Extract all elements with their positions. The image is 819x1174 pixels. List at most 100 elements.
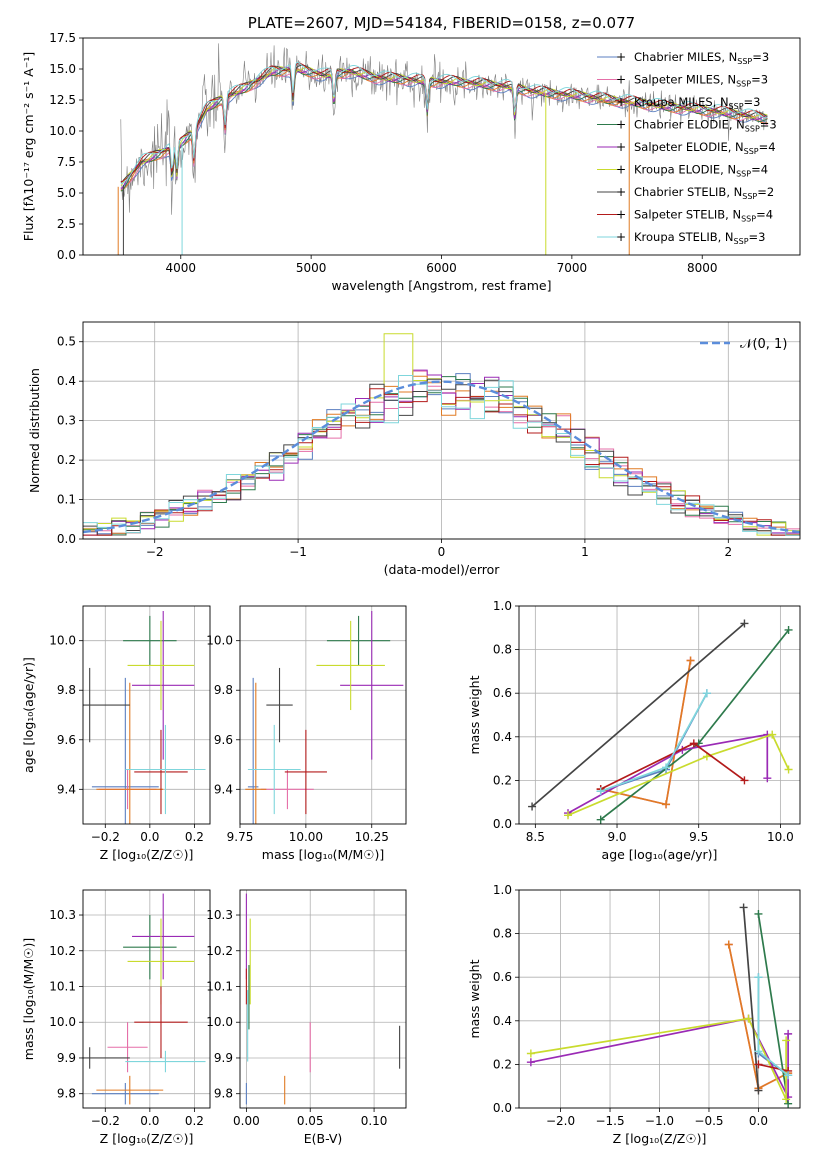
x-tick-label: 0.2 bbox=[185, 1114, 204, 1128]
x-tick-label: 0.0 bbox=[749, 1114, 768, 1128]
x-tick-label: 6000 bbox=[426, 261, 457, 275]
weight-marker bbox=[740, 776, 749, 785]
age_vs_Z-frame bbox=[82, 605, 211, 825]
x-tick-label: 8000 bbox=[687, 261, 718, 275]
x-axis-label: age [log₁₀(age/yr)] bbox=[602, 847, 718, 862]
weight-marker bbox=[784, 1029, 793, 1038]
x-axis-label: Z [log₁₀(Z/Z☉)] bbox=[100, 847, 194, 862]
y-tick-label: 0.3 bbox=[57, 414, 76, 428]
legend-label: Chabrier MILES, N bbox=[634, 50, 737, 64]
spectrum-traces bbox=[117, 43, 768, 255]
errorbars-mass_vs_Z bbox=[83, 893, 206, 1105]
weight-marker bbox=[724, 940, 733, 949]
histogram-step bbox=[83, 375, 800, 536]
legend-entry: Chabrier ELODIE, NSSP=3 bbox=[634, 118, 777, 134]
legend-entry: Salpeter ELODIE, NSSP=4 bbox=[634, 140, 776, 156]
x-tick-label: 10.00 bbox=[289, 830, 323, 844]
y-tick-label: 0.6 bbox=[493, 970, 512, 984]
x-tick-label: 0.0 bbox=[140, 1114, 159, 1128]
legend-marker: + bbox=[616, 208, 626, 222]
weight-line bbox=[530, 1017, 789, 1098]
y-tick-label: 7.5 bbox=[57, 155, 76, 169]
age_vs_mass-frame bbox=[239, 605, 407, 825]
y-tick-label: 2.5 bbox=[57, 217, 76, 231]
y-axis-label: Flux [fλ10⁻¹⁷ erg cm⁻² s⁻¹ A⁻¹] bbox=[21, 52, 36, 241]
legend-subscript: SSP bbox=[736, 80, 751, 89]
y-axis-label: mass weight bbox=[467, 675, 482, 754]
legend-count: =4 bbox=[751, 163, 768, 177]
weight-marker bbox=[596, 787, 605, 796]
legend-label: Kroupa ELODIE, N bbox=[634, 163, 736, 177]
legend-subscript: SSP bbox=[741, 215, 756, 224]
x-tick-label: 0.00 bbox=[233, 1114, 260, 1128]
x-axis-label: Z [log₁₀(Z/Z☉)] bbox=[613, 1131, 707, 1146]
y-tick-label: 0.6 bbox=[493, 686, 512, 700]
y-tick-label: 10.1 bbox=[49, 979, 76, 993]
weight-marker bbox=[526, 1049, 535, 1058]
errorbars-age_vs_mass bbox=[245, 610, 404, 824]
x-axis-label: mass [log₁₀(M/M☉)] bbox=[262, 847, 384, 862]
x-tick-label: 2 bbox=[724, 545, 732, 559]
weight-marker bbox=[784, 625, 793, 634]
legend-marker: + bbox=[616, 163, 626, 177]
x-tick-label: 9.75 bbox=[227, 830, 254, 844]
y-tick-label: 9.6 bbox=[57, 733, 76, 747]
weight-marker bbox=[754, 909, 763, 918]
legend-count: =3 bbox=[760, 118, 777, 132]
y-tick-label: 10.0 bbox=[49, 1015, 76, 1029]
weight-line bbox=[530, 1017, 787, 1100]
x-tick-label: −0.2 bbox=[91, 830, 120, 844]
errorbars-mass_vs_EBV bbox=[245, 893, 401, 1105]
x-tick-label: 9.5 bbox=[689, 830, 708, 844]
weight-marker bbox=[754, 973, 763, 982]
y-tick-label: 9.8 bbox=[214, 1087, 233, 1101]
legend-count: =3 bbox=[744, 95, 761, 109]
legend-entry: 𝒩(0, 1) bbox=[740, 337, 787, 352]
legend-count: =3 bbox=[752, 50, 769, 64]
legend-label: Kroupa STELIB, N bbox=[634, 230, 734, 244]
x-tick-label: 10.25 bbox=[355, 830, 389, 844]
y-tick-label: 9.8 bbox=[214, 683, 233, 697]
x-axis-label: (data-model)/error bbox=[384, 562, 501, 577]
y-tick-label: 0.8 bbox=[493, 927, 512, 941]
weight-marker bbox=[740, 619, 749, 628]
x-tick-label: 0.05 bbox=[297, 1114, 324, 1128]
y-tick-label: 5.0 bbox=[57, 186, 76, 200]
x-tick-label: −2.0 bbox=[546, 1114, 575, 1128]
weight-marker bbox=[526, 1058, 535, 1067]
mass_vs_Z-frame bbox=[82, 889, 211, 1109]
y-axis-label: age [log₁₀(age/yr)] bbox=[21, 657, 36, 773]
weight-lines-massweight_vs_age bbox=[528, 619, 793, 824]
x-tick-label: −0.2 bbox=[91, 1114, 120, 1128]
model-spectrum bbox=[120, 64, 768, 183]
y-tick-label: 12.5 bbox=[49, 93, 76, 107]
y-tick-label: 0.0 bbox=[493, 1101, 512, 1115]
x-tick-label: 0.2 bbox=[185, 830, 204, 844]
x-tick-label: −1.5 bbox=[595, 1114, 624, 1128]
y-axis-label: Normed distribution bbox=[27, 368, 42, 493]
weight-marker bbox=[528, 802, 537, 811]
y-tick-label: 9.6 bbox=[214, 733, 233, 747]
y-tick-label: 0.2 bbox=[57, 453, 76, 467]
legend-count: =2 bbox=[757, 185, 774, 199]
errorbars-age_vs_Z bbox=[83, 610, 206, 824]
legend-subscript: SSP bbox=[744, 147, 759, 156]
y-tick-label: 9.9 bbox=[57, 1051, 76, 1065]
massweight_vs_Z-frame bbox=[518, 889, 801, 1109]
y-tick-label: 15.0 bbox=[49, 62, 76, 76]
legend-label: Salpeter ELODIE, N bbox=[634, 140, 744, 154]
y-tick-label: 9.9 bbox=[214, 1051, 233, 1065]
legend-count: =4 bbox=[759, 140, 776, 154]
legend-marker: + bbox=[616, 73, 626, 87]
legend-entry: Salpeter STELIB, NSSP=4 bbox=[634, 208, 773, 224]
model-spectrum bbox=[120, 62, 768, 183]
weight-marker bbox=[782, 1036, 791, 1045]
x-tick-label: 10.0 bbox=[767, 830, 794, 844]
y-tick-label: 0.0 bbox=[57, 248, 76, 262]
weight-marker bbox=[662, 800, 671, 809]
legend-entry: Salpeter MILES, NSSP=3 bbox=[634, 73, 768, 89]
y-tick-label: 9.4 bbox=[214, 782, 233, 796]
spectrum-legend: + Chabrier MILES, N SSP =3 + Salpeter MILES, … bbox=[597, 50, 777, 246]
weight-marker bbox=[596, 815, 605, 824]
